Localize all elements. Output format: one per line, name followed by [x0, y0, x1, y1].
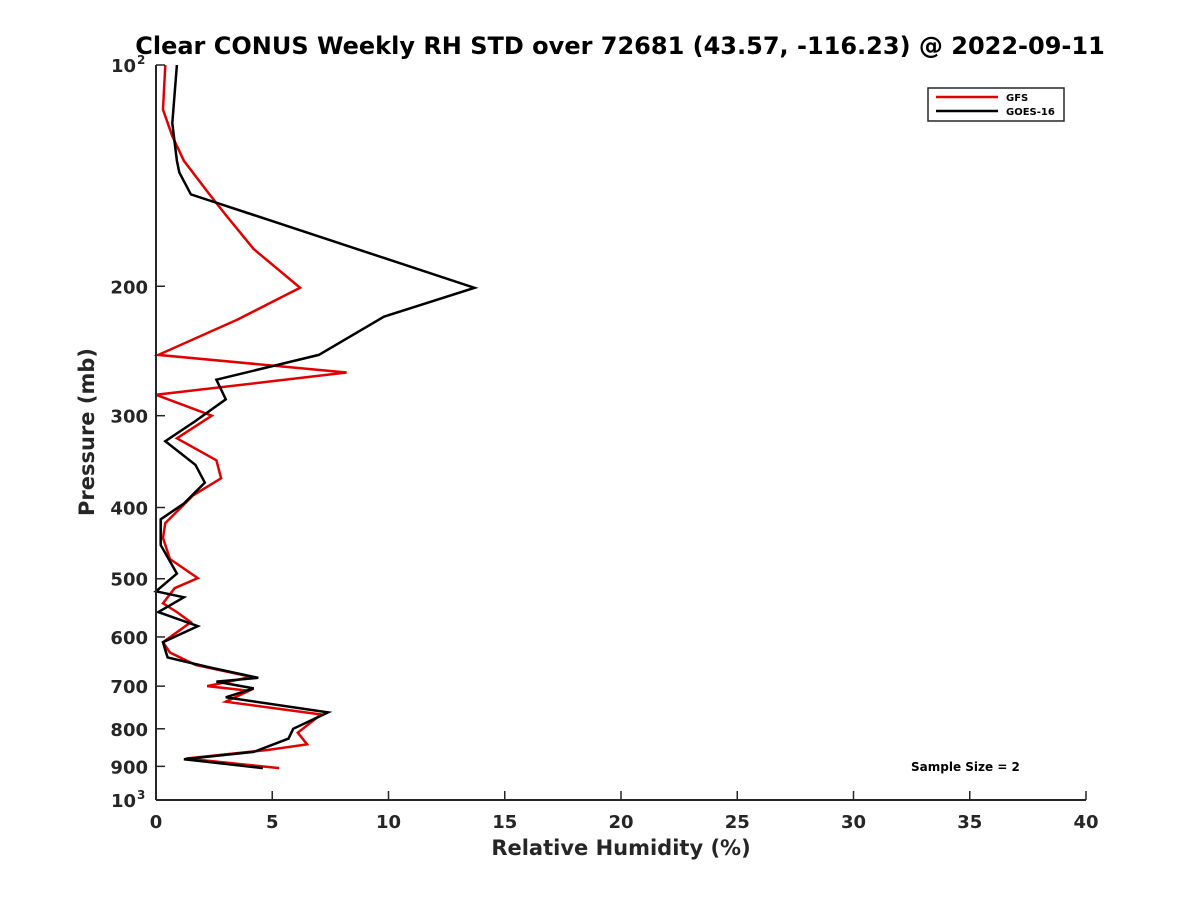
x-tick-label: 25 — [725, 812, 750, 833]
series-line-goes16 — [153, 64, 479, 770]
y-tick-label: 600 — [110, 628, 148, 649]
chart-title: Clear CONUS Weekly RH STD over 72681 (43… — [135, 32, 1105, 60]
x-tick-label: 0 — [150, 812, 163, 833]
x-tick-label: 40 — [1073, 812, 1098, 833]
y-tick-label: 800 — [110, 720, 148, 741]
y-tick-exponent: 3 — [137, 788, 145, 802]
sample-size-annotation: Sample Size = 2 — [911, 760, 1020, 774]
legend-label-goes16: GOES-16 — [1006, 107, 1055, 118]
y-axis-label: Pressure (mb) — [75, 348, 99, 516]
y-tick-label: 10 — [111, 56, 136, 77]
x-tick-label: 10 — [376, 812, 401, 833]
legend-label-gfs: GFS — [1006, 93, 1028, 104]
y-tick-label: 300 — [110, 407, 148, 428]
y-tick-label: 200 — [110, 277, 148, 298]
x-tick-label: 15 — [492, 812, 517, 833]
series-line-gfs — [153, 64, 347, 770]
legend: GFS GOES-16 — [927, 87, 1065, 122]
y-tick-label: 10 — [111, 791, 136, 812]
x-tick-label: 5 — [266, 812, 279, 833]
y-tick-label: 400 — [110, 499, 148, 520]
legend-box — [927, 87, 1065, 122]
y-tick-label: 900 — [110, 757, 148, 778]
y-tick-label: 700 — [110, 677, 148, 698]
x-ticks: 0 5 10 15 20 25 30 35 40 — [150, 791, 1099, 833]
x-tick-label: 35 — [957, 812, 982, 833]
plot-area — [156, 65, 1086, 800]
series-layer — [153, 64, 479, 770]
y-tick-label: 500 — [110, 570, 148, 591]
x-axis-label: Relative Humidity (%) — [491, 836, 750, 860]
y-tick-exponent: 2 — [137, 53, 145, 67]
x-tick-label: 30 — [841, 812, 866, 833]
x-tick-label: 20 — [608, 812, 633, 833]
